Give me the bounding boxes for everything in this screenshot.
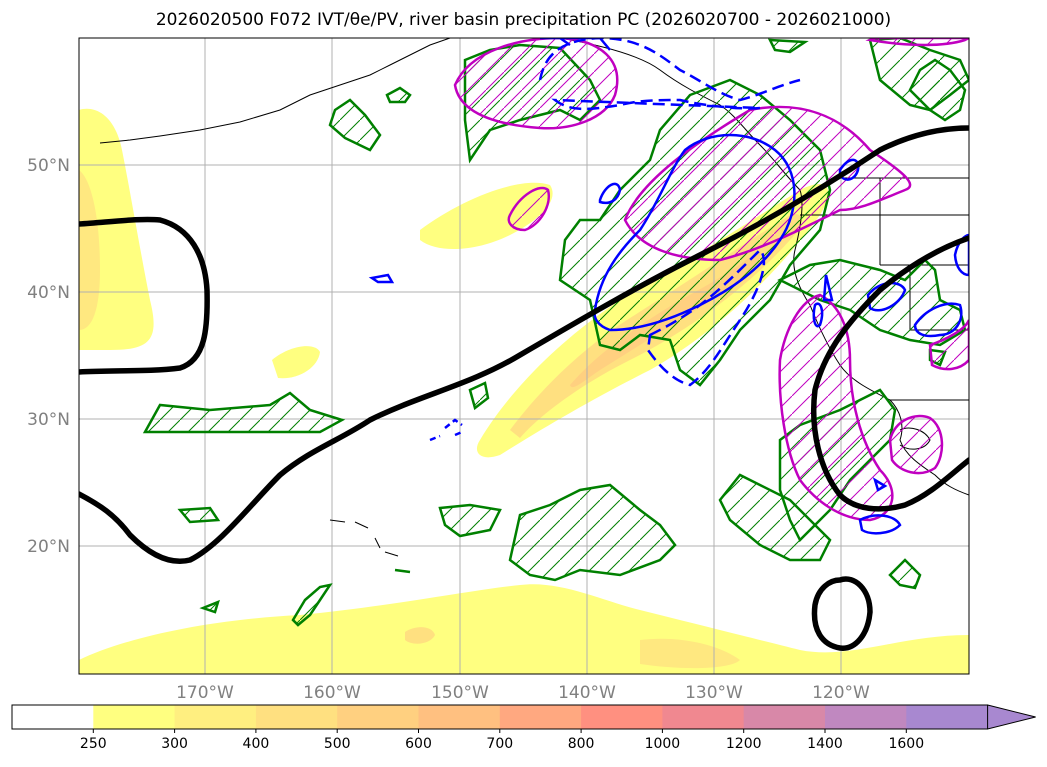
colorbar-tick-label: 1000	[645, 736, 681, 752]
colorbar-segment	[906, 705, 989, 729]
colorbar-extend-arrow	[987, 704, 1036, 730]
colorbar-segment	[825, 705, 907, 729]
colorbar-segment	[743, 705, 826, 729]
plot-area	[79, 38, 969, 674]
colorbar-segment	[337, 705, 419, 729]
colorbar-tick-label: 1200	[726, 736, 762, 752]
colorbar: 250 300 400 500 600 700 800 1000 1200 1400 1600	[11, 704, 1036, 752]
colorbar-segment	[93, 705, 176, 729]
colorbar-segment	[581, 705, 663, 729]
longitude-labels: 170°W 160°W 150°W 140°W 130°W 120°W	[176, 683, 870, 703]
colorbar-tick-label: 300	[161, 736, 188, 752]
lat-label: 20°N	[27, 537, 70, 557]
lat-label: 30°N	[27, 410, 70, 430]
lon-label: 170°W	[176, 683, 234, 703]
colorbar-segment	[499, 705, 582, 729]
lon-label: 140°W	[558, 683, 616, 703]
colorbar-segment	[418, 705, 501, 729]
colorbar-tick-label: 1600	[888, 736, 924, 752]
lon-label: 160°W	[303, 683, 361, 703]
figure-title: 2026020500 F072 IVT/θe/PV, river basin p…	[0, 10, 1047, 30]
precip-pc-contours	[453, 38, 969, 522]
lat-label: 40°N	[27, 283, 70, 303]
plot-frame	[78, 37, 970, 675]
colorbar-tick-label: 600	[405, 736, 432, 752]
thick-contours	[79, 125, 969, 651]
colorbar-tick-label: 800	[568, 736, 595, 752]
colorbar-tick-label: 1400	[807, 736, 843, 752]
colorbar-segment	[174, 705, 257, 729]
lat-label: 50°N	[27, 156, 70, 176]
colorbar-tick-label: 500	[324, 736, 351, 752]
lon-label: 150°W	[431, 683, 489, 703]
colorbar-segment	[255, 705, 338, 729]
latitude-labels: 50°N 40°N 30°N 20°N	[27, 156, 70, 557]
colorbar-segment	[662, 705, 745, 729]
colorbar-tick-label: 700	[486, 736, 513, 752]
title-text: 2026020500 F072 IVT/θe/PV, river basin p…	[155, 10, 892, 30]
colorbar-tick-label: 250	[80, 736, 107, 752]
pv-contours	[368, 38, 969, 535]
colorbar-segment	[12, 705, 94, 729]
colorbar-tick-label: 400	[243, 736, 270, 752]
lon-label: 130°W	[685, 683, 743, 703]
lon-label: 120°W	[812, 683, 870, 703]
